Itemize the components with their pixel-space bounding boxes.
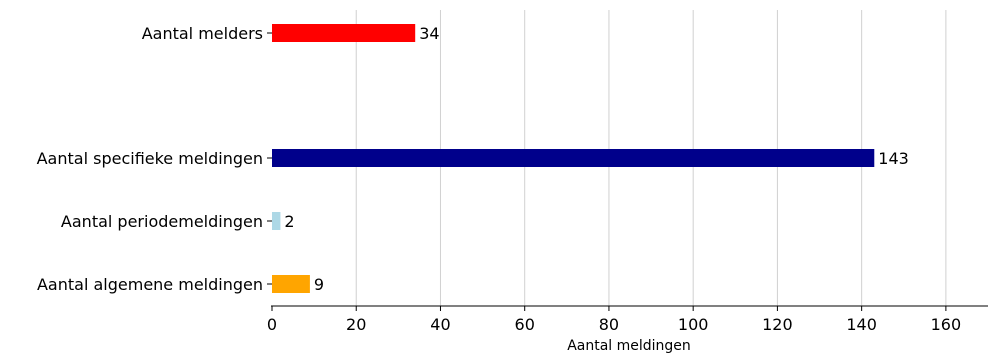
x-tick-label-140: 140 <box>846 315 877 334</box>
data-labels: 34 143 2 9 <box>284 24 908 294</box>
bar-aantal-periodemeldingen <box>272 212 281 230</box>
x-tick-label-0: 0 <box>267 315 277 334</box>
category-label-aantal-periodemeldingen: Aantal periodemeldingen <box>61 212 263 231</box>
x-tick-label-40: 40 <box>430 315 450 334</box>
x-tick-label-60: 60 <box>515 315 535 334</box>
category-labels: Aantal melders Aantal specifieke meldinge… <box>37 24 272 294</box>
x-ticks: 0 20 40 60 80 100 120 140 160 <box>267 306 961 334</box>
bar-aantal-algemene-meldingen <box>272 275 310 293</box>
data-label-aantal-algemene-meldingen: 9 <box>314 275 324 294</box>
x-tick-label-80: 80 <box>599 315 619 334</box>
x-tick-label-100: 100 <box>678 315 709 334</box>
category-label-aantal-algemene-meldingen: Aantal algemene meldingen <box>37 275 263 294</box>
data-label-aantal-specifieke-meldingen: 143 <box>878 149 909 168</box>
category-label-aantal-specifieke-meldingen: Aantal specifieke meldingen <box>37 149 263 168</box>
data-label-aantal-melders: 34 <box>419 24 439 43</box>
x-axis-title: Aantal meldingen <box>567 338 691 354</box>
x-tick-label-20: 20 <box>346 315 366 334</box>
bar-aantal-specifieke-meldingen <box>272 149 875 167</box>
x-tick-label-160: 160 <box>931 315 962 334</box>
bar-aantal-melders <box>272 24 416 42</box>
bars <box>272 24 875 293</box>
x-tick-label-120: 120 <box>762 315 793 334</box>
category-label-aantal-melders: Aantal melders <box>142 24 263 43</box>
data-label-aantal-periodemeldingen: 2 <box>284 212 294 231</box>
